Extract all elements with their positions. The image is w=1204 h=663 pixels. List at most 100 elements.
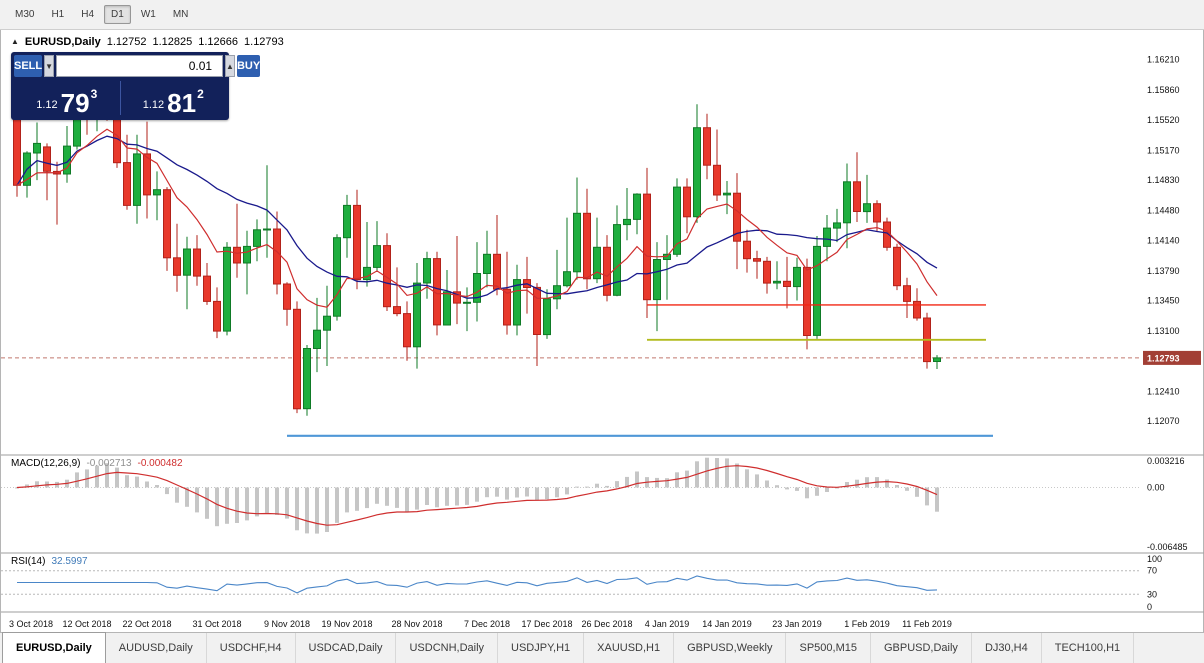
candle-body (143, 153, 151, 196)
volume-decrease-button[interactable]: ▼ (44, 55, 55, 77)
price-chart[interactable]: 1.16210 1.15860 1.15520 1.15170 1.14830 1.144… (1, 30, 1204, 632)
candle-body (513, 279, 521, 326)
date-label: 11 Feb 2019 (902, 619, 952, 629)
macd-histogram-bar (625, 476, 629, 488)
candle-body (43, 146, 51, 172)
sell-price-superscript: 3 (90, 87, 98, 101)
macd-histogram-bar (595, 483, 599, 488)
macd-histogram-bar (895, 485, 899, 488)
sell-button[interactable]: SELL (14, 55, 43, 77)
candle-body (503, 288, 511, 326)
macd-histogram-bar (355, 487, 359, 511)
timeframe-button-mn[interactable]: MN (172, 9, 189, 20)
macd-histogram-bar (145, 481, 149, 488)
chart-tab-gbpusd-weekly[interactable]: GBPUSD,Weekly (674, 633, 787, 663)
chart-tab-dj30-h4[interactable]: DJ30,H4 (972, 633, 1042, 663)
candle-body (593, 246, 601, 280)
price-tick-label: 1.13100 (1147, 326, 1180, 336)
macd-signal-value: -0.000482 (137, 458, 183, 469)
candle-body (443, 291, 451, 326)
macd-histogram-bar (745, 469, 749, 488)
timeframe-button-d1[interactable]: D1 (104, 5, 131, 24)
timeframe-button-m30[interactable]: M30 (15, 9, 35, 20)
macd-histogram-bar (235, 487, 239, 523)
macd-histogram-bar (165, 487, 169, 495)
chart-tab-xauusd-h1[interactable]: XAUUSD,H1 (584, 633, 675, 663)
buy-button[interactable]: BUY (236, 55, 261, 77)
timeframe-button-h1[interactable]: H1 (51, 9, 65, 20)
price-tick-label: 1.13790 (1147, 266, 1180, 276)
candle-body (583, 212, 591, 280)
macd-histogram-bar (105, 463, 109, 488)
macd-histogram-bar (465, 487, 469, 505)
macd-histogram-bar (155, 485, 159, 488)
candle-body (353, 204, 361, 281)
ohlc-high: 1.12825 (152, 36, 193, 48)
rsi-axis-label: 0 (1147, 602, 1152, 612)
current-price-badge (1143, 350, 1201, 365)
macd-histogram-bar (215, 487, 219, 527)
macd-histogram-bar (775, 485, 779, 488)
candle-body (573, 212, 581, 273)
buy-price-superscript: 2 (197, 87, 204, 101)
price-tick-label: 1.12410 (1147, 386, 1180, 396)
rsi-name: RSI(14) (11, 556, 46, 567)
chart-tab-usdchf-h4[interactable]: USDCHF,H4 (207, 633, 296, 663)
candle-body (543, 298, 551, 336)
date-label: 9 Nov 2018 (264, 619, 310, 629)
sell-price[interactable]: 1.12 79 3 (14, 79, 120, 117)
candle-body (403, 313, 411, 348)
candle-body (313, 329, 321, 350)
macd-histogram-bar (585, 486, 589, 488)
date-label: 4 Jan 2019 (645, 619, 690, 629)
macd-histogram-bar (185, 487, 189, 507)
price-tick-label: 1.15170 (1147, 145, 1180, 155)
macd-histogram-bar (565, 487, 569, 495)
candle-body (283, 283, 291, 310)
macd-histogram-bar (115, 467, 119, 488)
chart-tab-tech100-h1[interactable]: TECH100,H1 (1042, 633, 1135, 663)
volume-increase-button[interactable]: ▲ (225, 55, 235, 77)
chart-tab-usdcnh-daily[interactable]: USDCNH,Daily (396, 633, 499, 663)
chart-tab-usdcad-daily[interactable]: USDCAD,Daily (296, 633, 397, 663)
price-tick-label: 1.14480 (1147, 206, 1180, 216)
candle-body (343, 204, 351, 239)
candle-body (33, 142, 41, 154)
candle-body (453, 291, 461, 304)
candle-body (743, 240, 751, 260)
timeframe-button-w1[interactable]: W1 (140, 9, 156, 20)
macd-histogram-bar (245, 487, 249, 521)
macd-histogram-bar (575, 486, 579, 488)
date-label: 28 Nov 2018 (391, 619, 442, 629)
price-tick-label: 1.14830 (1147, 175, 1180, 185)
buy-price[interactable]: 1.12 81 2 (121, 79, 227, 117)
chart-tab-gbpusd-daily[interactable]: GBPUSD,Daily (871, 633, 972, 663)
macd-histogram-bar (315, 487, 319, 534)
volume-input[interactable] (56, 55, 224, 77)
macd-histogram-bar (135, 476, 139, 488)
candle-body (423, 258, 431, 284)
candle-body (463, 301, 471, 304)
candle-body (413, 282, 421, 348)
timeframe-button-h4[interactable]: H4 (81, 9, 95, 20)
macd-histogram-bar (605, 485, 609, 488)
macd-histogram-bar (285, 487, 289, 519)
macd-histogram-bar (505, 487, 509, 500)
chart-tab-audusd-daily[interactable]: AUDUSD,Daily (106, 633, 207, 663)
candle-body (563, 271, 571, 287)
candle-body (753, 258, 761, 262)
chart-tab-eurusd-daily[interactable]: EURUSD,Daily (2, 632, 106, 663)
date-label: 23 Jan 2019 (772, 619, 822, 629)
date-label: 12 Oct 2018 (62, 619, 111, 629)
candle-body (183, 248, 191, 276)
chart-tab-usdjpy-h1[interactable]: USDJPY,H1 (498, 633, 585, 663)
candle-body (243, 245, 251, 264)
macd-histogram-bar (715, 458, 719, 488)
candle-body (133, 153, 141, 206)
candle-body (153, 189, 161, 196)
macd-histogram-bar (275, 487, 279, 515)
macd-histogram-bar (15, 487, 19, 489)
ohlc-low: 1.12666 (198, 36, 239, 48)
chart-tab-sp500-m15[interactable]: SP500,M15 (786, 633, 871, 663)
